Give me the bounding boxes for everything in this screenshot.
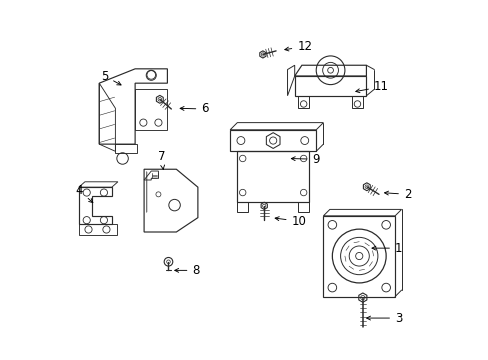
Text: 1: 1 (371, 242, 402, 255)
Text: 5: 5 (101, 69, 121, 85)
Text: 10: 10 (275, 215, 306, 228)
Text: 3: 3 (366, 311, 402, 325)
Text: 9: 9 (291, 153, 319, 166)
Text: 12: 12 (284, 40, 312, 53)
Text: 8: 8 (174, 264, 200, 277)
Text: 2: 2 (384, 188, 410, 201)
Text: 4: 4 (76, 184, 93, 203)
Text: 6: 6 (180, 103, 208, 116)
Text: 11: 11 (355, 80, 388, 93)
Text: 7: 7 (157, 150, 165, 169)
